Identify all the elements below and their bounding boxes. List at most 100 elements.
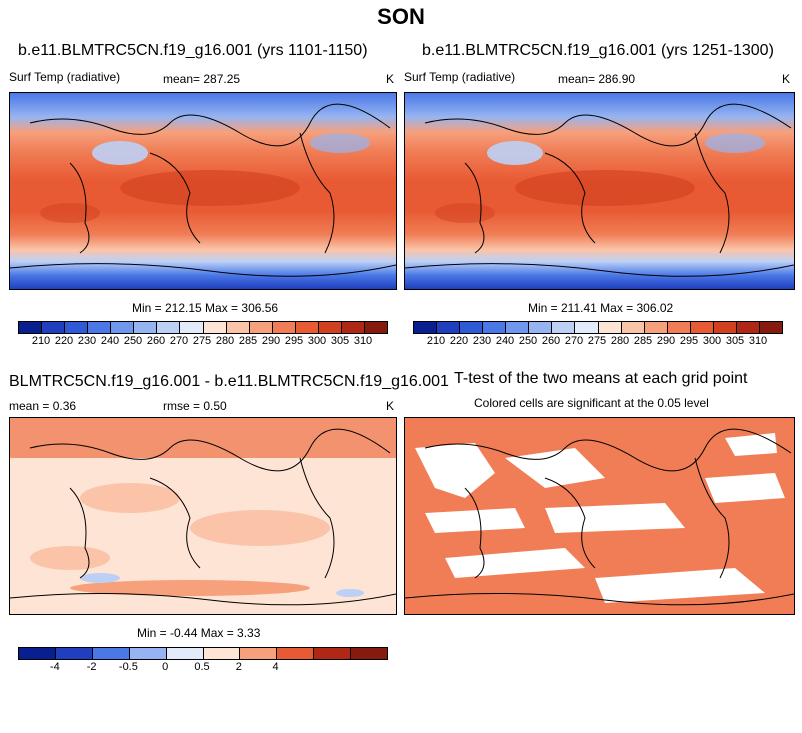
colorbar-tick-label: 240 [495,335,515,347]
colorbar-swatch [203,322,227,333]
panel3-colorbar [18,647,388,660]
colorbar-swatch [575,322,599,333]
panel2-title: b.e11.BLMTRC5CN.f19_g16.001 (yrs 1251-13… [422,42,774,59]
colorbar-swatch [621,322,645,333]
panel4-map [404,417,795,615]
panel2-colorbar-labels: 210 220 230 240 250 260 270 275 280 285 290 295 300 3… [413,335,783,349]
colorbar-swatch [277,648,315,659]
colorbar-tick-label: 295 [284,335,304,347]
colorbar-swatch [249,322,273,333]
colorbar-tick-label: 285 [633,335,653,347]
panel4-title: T-test of the two means at each grid poi… [454,370,748,387]
colorbar-swatch [644,322,668,333]
colorbar-tick-label: 250 [518,335,538,347]
colorbar-swatch [414,322,438,333]
colorbar-tick-label: 250 [123,335,143,347]
colorbar-swatch [226,322,250,333]
colorbar-tick-label: 230 [472,335,492,347]
panel2-minmax: Min = 211.41 Max = 306.02 [528,301,674,315]
colorbar-tick-label: 275 [587,335,607,347]
colorbar-swatch [203,648,241,659]
panel3-mean: mean = 0.36 [9,399,77,413]
colorbar-swatch [318,322,342,333]
panel1-title: b.e11.BLMTRC5CN.f19_g16.001 (yrs 1101-11… [18,42,368,59]
panel1-variable: Surf Temp (radiative) [9,70,121,84]
colorbar-swatch [19,648,56,659]
colorbar-swatch [736,322,760,333]
colorbar-tick-label: 240 [100,335,120,347]
panel1-minmax: Min = 212.15 Max = 306.56 [132,301,279,315]
colorbar-swatch [506,322,530,333]
panel2-map-field [405,93,794,289]
colorbar-swatch [42,322,66,333]
colorbar-tick-label: 220 [449,335,469,347]
colorbar-swatch [713,322,737,333]
colorbar-swatch [341,322,365,333]
colorbar-tick-label: 0.5 [194,661,210,673]
colorbar-tick-label: 270 [169,335,189,347]
panel1-units: K [386,72,395,86]
colorbar-swatch [240,648,278,659]
colorbar-swatch [483,322,507,333]
colorbar-tick-label: 0 [162,661,169,673]
colorbar-tick-label: -0.5 [118,661,138,673]
panel1-colorbar-labels: 210 220 230 240 250 260 270 275 280 285 290 295 300 3… [18,335,388,349]
panel3-map-field [10,418,396,614]
panel2-mean: mean= 286.90 [558,72,636,86]
panel1-mean: mean= 287.25 [163,72,241,86]
panel3-title: BLMTRC5CN.f19_g16.001 - b.e11.BLMTRC5CN.… [9,373,449,390]
colorbar-swatch [55,648,93,659]
colorbar-tick-label: 310 [748,335,768,347]
panel4-map-field [405,418,794,614]
colorbar-tick-label: 310 [353,335,373,347]
colorbar-tick-label: 2 [235,661,242,673]
colorbar-tick-label: 305 [725,335,745,347]
panel3-rmse: rmse = 0.50 [163,399,227,413]
colorbar-tick-label: 270 [564,335,584,347]
panel3-units: K [386,399,395,413]
colorbar-swatch [667,322,691,333]
panel4-subtitle: Colored cells are significant at the 0.0… [474,396,709,410]
colorbar-swatch [134,322,158,333]
colorbar-swatch [295,322,319,333]
panel1-map-field [10,93,396,289]
colorbar-swatch [552,322,576,333]
panel3-minmax: Min = -0.44 Max = 3.33 [137,626,261,640]
colorbar-tick-label: 230 [77,335,97,347]
colorbar-swatch [598,322,622,333]
colorbar-swatch [180,322,204,333]
panel2-units: K [782,72,791,86]
panel2-colorbar [413,321,783,334]
colorbar-swatch [759,322,782,333]
colorbar-swatch [437,322,461,333]
colorbar-tick-label: -4 [49,661,60,673]
colorbar-tick-label: 305 [330,335,350,347]
colorbar-swatch [529,322,553,333]
colorbar-swatch [111,322,135,333]
colorbar-tick-label: 210 [426,335,446,347]
colorbar-tick-label: 260 [541,335,561,347]
panel1-map [9,92,397,290]
colorbar-tick-label: 4 [272,661,279,673]
colorbar-tick-label: 260 [146,335,166,347]
panel2-variable: Surf Temp (radiative) [404,70,516,84]
colorbar-swatch [314,648,352,659]
colorbar-tick-label: 300 [307,335,327,347]
colorbar-tick-label: 295 [679,335,699,347]
colorbar-swatch [92,648,130,659]
colorbar-swatch [690,322,714,333]
figure-title: SON [377,4,425,29]
panel3-colorbar-labels: -4 -2 -0.5 0 0.5 2 4 [18,661,388,675]
colorbar-swatch [88,322,112,333]
colorbar-swatch [460,322,484,333]
colorbar-swatch [272,322,296,333]
colorbar-swatch [364,322,387,333]
colorbar-tick-label: 275 [192,335,212,347]
colorbar-tick-label: 220 [54,335,74,347]
colorbar-swatch [351,648,388,659]
panel3-map [9,417,397,615]
colorbar-tick-label: 280 [215,335,235,347]
colorbar-tick-label: 290 [261,335,281,347]
colorbar-tick-label: 210 [31,335,51,347]
colorbar-swatch [19,322,43,333]
